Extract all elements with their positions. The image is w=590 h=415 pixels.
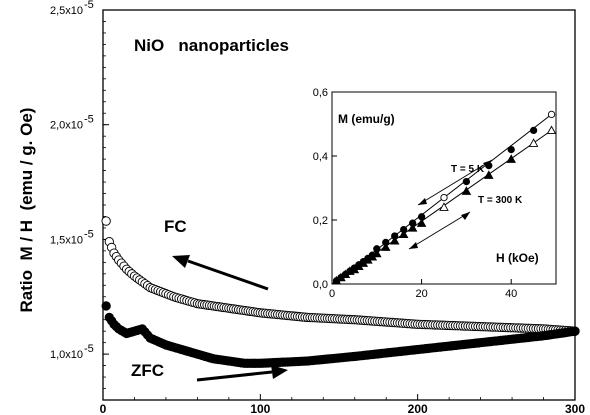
main-y-ticks: 1,0x10 -51,5x10 -52,0x10-52,5x10 -5 <box>50 0 109 389</box>
inset-data-point <box>398 229 409 239</box>
zfc-series-label: ZFC <box>131 361 164 380</box>
t300k-label: T = 300 K <box>478 195 523 206</box>
series-zfc-markers <box>101 301 580 368</box>
y-tick-exponent: -5 <box>84 114 94 126</box>
x-tick-label: 300 <box>565 402 585 415</box>
inset-data-point <box>439 202 449 211</box>
inset-x-tick-label: 40 <box>505 288 517 300</box>
inset-frame <box>331 91 557 285</box>
zfc-arrow <box>196 365 288 382</box>
data-point <box>570 326 580 336</box>
chart-title: NiO nanoparticles <box>134 36 289 55</box>
inset-series <box>331 110 557 285</box>
y-tick-exponent: -5 <box>84 228 94 240</box>
data-point <box>101 216 111 226</box>
main-series <box>101 216 580 368</box>
inset-y-tick-label: 0,2 <box>313 215 328 227</box>
inset-data-point <box>546 125 557 135</box>
inset-ticks: 0 20 40 0,0 0,2 0,4 0,6 <box>313 87 518 300</box>
inset-data-point <box>440 193 448 202</box>
inset-data-point <box>507 145 515 154</box>
inset-y-axis-label: M (emu/g) <box>338 112 395 126</box>
y-tick-label: 1,5x10 <box>50 234 83 246</box>
x-tick-label: 200 <box>408 402 428 415</box>
inset-data-point <box>547 110 556 119</box>
y-tick-exponent: -5 <box>84 343 94 355</box>
y-axis-label: Ratio M / H (emu / g. Oe) <box>17 108 36 313</box>
inset-data-point <box>380 242 391 251</box>
inset-data-point <box>372 248 382 258</box>
inset-double-arrow-lower <box>408 211 471 250</box>
main-x-ticks: 0 100 200 300 <box>100 394 585 415</box>
y-tick-label: 2,0x10 <box>50 120 83 132</box>
inset-y-tick-label: 0,6 <box>313 87 328 99</box>
inset-data-point <box>407 223 418 232</box>
series-fc-markers <box>101 216 580 336</box>
inset-data-point <box>529 126 538 135</box>
fc-series-label: FC <box>164 217 187 236</box>
fc-arrow <box>172 255 269 291</box>
data-point <box>101 301 111 311</box>
y-tick-label: 1,0x10 <box>50 349 83 361</box>
x-tick-label: 0 <box>100 402 107 415</box>
y-tick-label: 2,5x10 <box>50 5 83 17</box>
inset-data-point <box>528 138 539 147</box>
inset-series-1-markers <box>331 125 557 285</box>
inset-data-point <box>461 186 472 195</box>
y-tick-exponent: -5 <box>84 0 94 11</box>
inset-y-tick-label: 0,4 <box>313 151 328 163</box>
x-tick-label: 100 <box>250 402 270 415</box>
inset-y-tick-label: 0,0 <box>313 279 328 291</box>
inset-data-point <box>389 235 400 245</box>
inset-double-arrow-upper <box>417 159 493 206</box>
inset-data-point <box>484 170 494 179</box>
inset-x-tick-label: 0 <box>329 288 335 300</box>
t5k-label: T = 5 K <box>451 164 485 175</box>
inset-data-point <box>416 218 427 227</box>
inset-x-tick-label: 20 <box>415 288 427 300</box>
inset-x-axis-label: H (kOe) <box>496 251 539 265</box>
inset-data-point <box>506 154 516 163</box>
inset-data-point <box>462 177 471 186</box>
